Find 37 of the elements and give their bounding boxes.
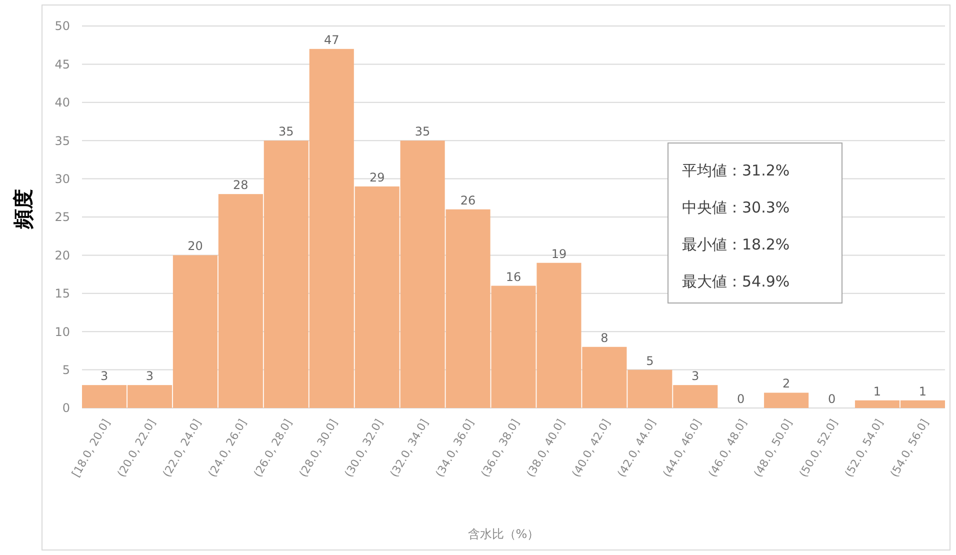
data-label: 8 — [600, 330, 608, 345]
data-label: 16 — [506, 270, 522, 284]
data-label: 19 — [551, 246, 567, 261]
annotation: 最大値：54.9% — [682, 272, 790, 290]
data-label: 0 — [828, 392, 836, 406]
data-label: 28 — [233, 178, 248, 192]
y-tick-label: 15 — [54, 286, 70, 301]
data-label: 35 — [278, 124, 294, 139]
y-tick-label: 50 — [54, 19, 70, 34]
data-label: 3 — [146, 369, 154, 384]
annotation: 最小値：18.2% — [682, 235, 790, 254]
data-label: 20 — [188, 239, 203, 254]
data-label: 2 — [782, 376, 790, 391]
data-label: 29 — [369, 170, 385, 184]
y-tick-label: 20 — [54, 248, 70, 262]
x-axis-title: 含水比（%） — [468, 527, 540, 541]
y-tick-label: 10 — [54, 324, 70, 339]
y-tick-label: 40 — [54, 96, 70, 110]
y-tick-label: 25 — [54, 210, 70, 224]
data-label: 1 — [873, 384, 882, 398]
annotation: 平均値：31.2% — [682, 161, 790, 180]
data-label: 5 — [646, 354, 654, 368]
y-tick-label: 35 — [54, 134, 70, 148]
data-label: 1 — [918, 384, 927, 398]
bar — [764, 392, 809, 408]
data-label: 26 — [460, 193, 476, 208]
annotation: 中央値：30.3% — [682, 198, 790, 216]
data-label: 3 — [100, 369, 108, 384]
y-axis-title: 頻度 — [11, 189, 35, 230]
y-tick-label: 30 — [54, 172, 70, 186]
data-label: 47 — [324, 32, 340, 47]
data-label: 0 — [737, 392, 745, 406]
data-label: 35 — [414, 124, 430, 139]
data-label: 3 — [692, 369, 700, 384]
y-tick-label: 5 — [62, 363, 70, 377]
y-tick-label: 0 — [62, 401, 70, 416]
y-tick-label: 45 — [54, 57, 70, 72]
